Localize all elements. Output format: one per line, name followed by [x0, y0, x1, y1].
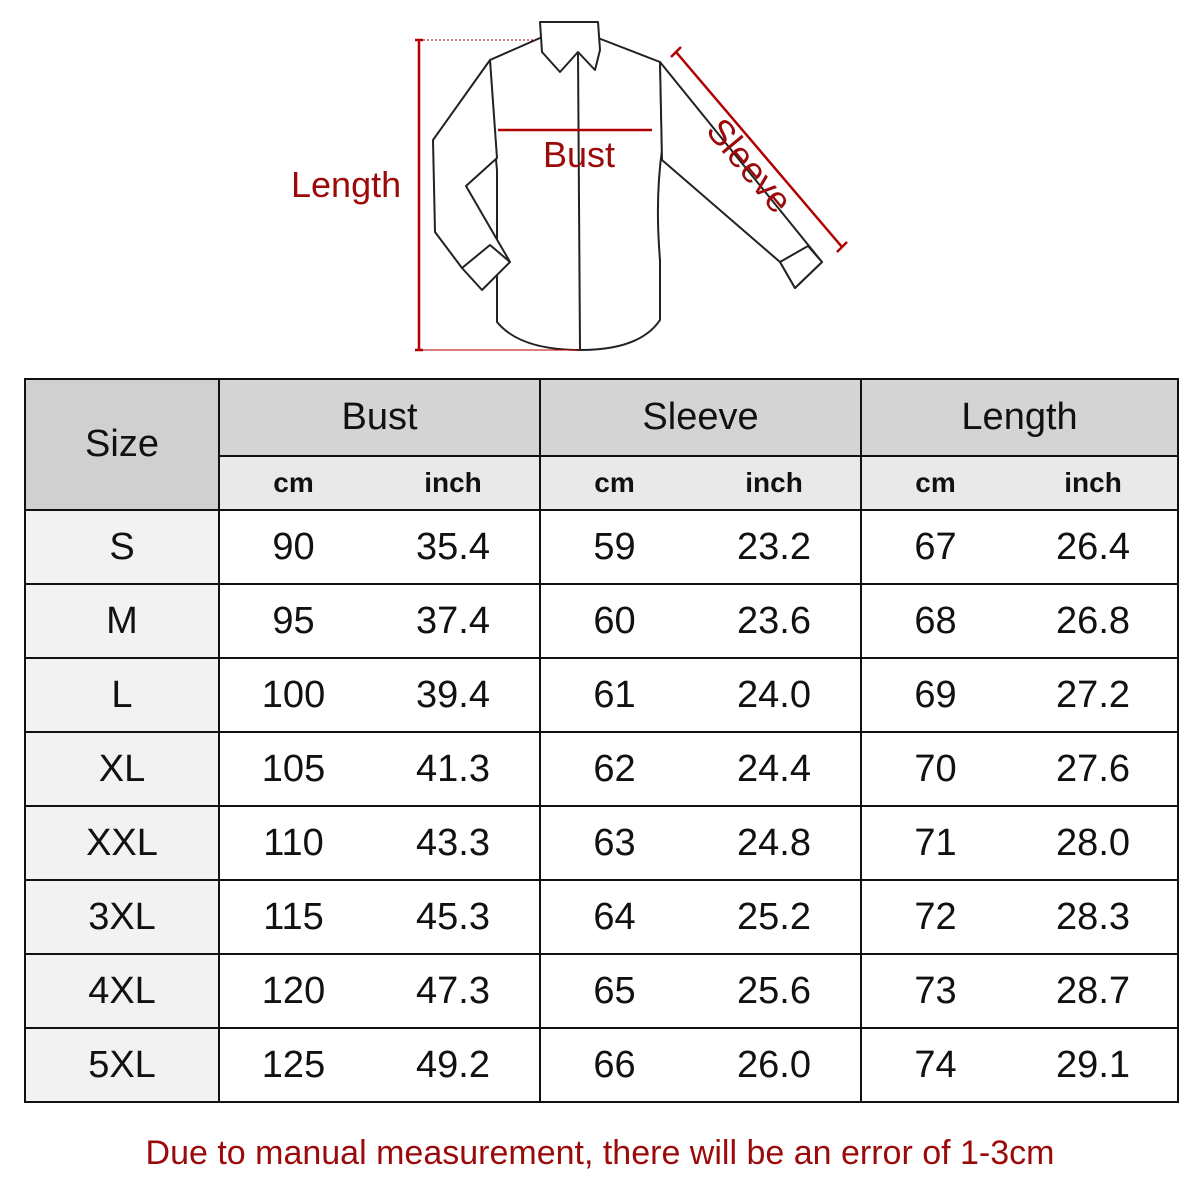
value-cell: 63 [539, 805, 689, 881]
value-cell: 24.0 [688, 657, 863, 733]
size-cell: S [24, 509, 220, 585]
shirt-measurement-diagram: Length Bust Sleeve [0, 0, 1200, 370]
size-cell: XXL [24, 805, 220, 881]
size-cell: 4XL [24, 953, 220, 1029]
length-label: Length [291, 164, 402, 205]
table-row: M 95 37.4 60 23.6 68 26.8 [24, 583, 1180, 659]
value-cell: 26.4 [1009, 509, 1180, 585]
size-header: Size [24, 378, 220, 511]
value-cell: 37.4 [367, 583, 542, 659]
value-cell: 120 [218, 953, 367, 1029]
length-header: Length [860, 378, 1180, 457]
table-row: 5XL 125 49.2 66 26.0 74 29.1 [24, 1027, 1180, 1103]
value-cell: 110 [218, 805, 367, 881]
value-cell: 35.4 [367, 509, 542, 585]
value-cell: 68 [860, 583, 1010, 659]
value-cell: 115 [218, 879, 367, 955]
value-cell: 26.8 [1009, 583, 1180, 659]
value-cell: 64 [539, 879, 689, 955]
value-cell: 70 [860, 731, 1010, 807]
value-cell: 27.6 [1009, 731, 1180, 807]
value-cell: 73 [860, 953, 1010, 1029]
table-row: 3XL 115 45.3 64 25.2 72 28.3 [24, 879, 1180, 955]
value-cell: 25.2 [688, 879, 863, 955]
value-cell: 23.2 [688, 509, 863, 585]
value-cell: 43.3 [367, 805, 542, 881]
value-cell: 74 [860, 1027, 1010, 1103]
value-cell: 27.2 [1009, 657, 1180, 733]
table-row: L 100 39.4 61 24.0 69 27.2 [24, 657, 1180, 733]
table-row: S 90 35.4 59 23.2 67 26.4 [24, 509, 1180, 585]
measurement-note: Due to manual measurement, there will be… [145, 1134, 1055, 1172]
value-cell: 28.0 [1009, 805, 1180, 881]
bust-label: Bust [543, 134, 616, 175]
value-cell: 90 [218, 509, 367, 585]
sleeve-measure-line [675, 51, 843, 248]
value-cell: 72 [860, 879, 1010, 955]
value-cell: 67 [860, 509, 1010, 585]
sleeve-header: Sleeve [539, 378, 863, 457]
value-cell: 29.1 [1009, 1027, 1180, 1103]
size-cell: 3XL [24, 879, 220, 955]
value-cell: 28.7 [1009, 953, 1180, 1029]
size-cell: L [24, 657, 220, 733]
value-cell: 49.2 [367, 1027, 542, 1103]
unit-cm: cm [218, 455, 367, 511]
unit-cm: cm [539, 455, 689, 511]
value-cell: 105 [218, 731, 367, 807]
value-cell: 125 [218, 1027, 367, 1103]
value-cell: 59 [539, 509, 689, 585]
unit-inch: inch [1009, 455, 1180, 511]
value-cell: 45.3 [367, 879, 542, 955]
shirt-illustration [415, 21, 848, 352]
unit-inch: inch [688, 455, 863, 511]
table-row: XXL 110 43.3 63 24.8 71 28.0 [24, 805, 1180, 881]
value-cell: 61 [539, 657, 689, 733]
value-cell: 100 [218, 657, 367, 733]
value-cell: 62 [539, 731, 689, 807]
value-cell: 65 [539, 953, 689, 1029]
table-row: 4XL 120 47.3 65 25.6 73 28.7 [24, 953, 1180, 1029]
value-cell: 47.3 [367, 953, 542, 1029]
value-cell: 39.4 [367, 657, 542, 733]
value-cell: 69 [860, 657, 1010, 733]
unit-inch: inch [367, 455, 542, 511]
unit-cm: cm [860, 455, 1010, 511]
size-chart-table: Size Bust Sleeve Length cm inch cm inch … [24, 378, 1180, 1103]
value-cell: 25.6 [688, 953, 863, 1029]
value-cell: 28.3 [1009, 879, 1180, 955]
value-cell: 23.6 [688, 583, 863, 659]
size-cell: XL [24, 731, 220, 807]
value-cell: 71 [860, 805, 1010, 881]
value-cell: 95 [218, 583, 367, 659]
size-cell: 5XL [24, 1027, 220, 1103]
value-cell: 26.0 [688, 1027, 863, 1103]
value-cell: 24.8 [688, 805, 863, 881]
bust-header: Bust [217, 378, 542, 457]
value-cell: 24.4 [688, 731, 863, 807]
value-cell: 41.3 [367, 731, 542, 807]
value-cell: 60 [539, 583, 689, 659]
value-cell: 66 [539, 1027, 689, 1103]
size-cell: M [24, 583, 220, 659]
table-row: XL 105 41.3 62 24.4 70 27.6 [24, 731, 1180, 807]
